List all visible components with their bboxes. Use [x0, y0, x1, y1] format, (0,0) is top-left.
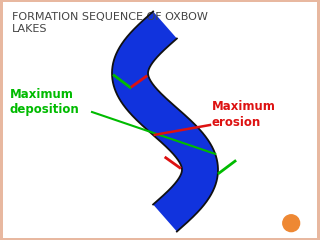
Text: Maximum
deposition: Maximum deposition [10, 88, 80, 116]
Polygon shape [112, 12, 218, 232]
Text: Maximum
erosion: Maximum erosion [212, 101, 276, 130]
Text: FORMATION SEQUENCE OF OXBOW
LAKES: FORMATION SEQUENCE OF OXBOW LAKES [12, 12, 208, 34]
Circle shape [283, 215, 300, 232]
